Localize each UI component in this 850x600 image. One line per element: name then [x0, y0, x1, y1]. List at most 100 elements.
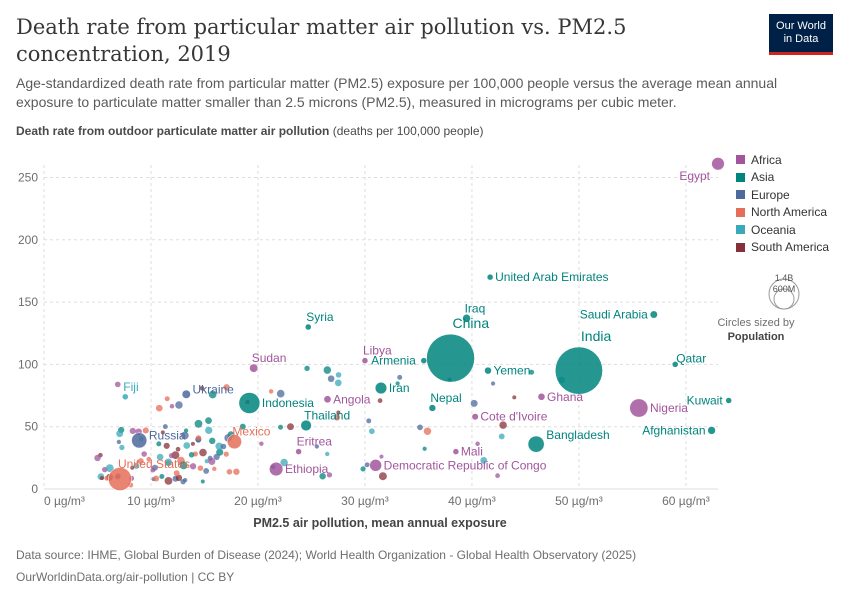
source-url[interactable]: OurWorldinData.org/air-pollution | CC BY — [16, 570, 235, 584]
scatter-point[interactable] — [238, 392, 261, 414]
scatter-point[interactable] — [197, 465, 204, 471]
scatter-point[interactable] — [462, 314, 471, 323]
scatter-point[interactable] — [179, 461, 188, 470]
scatter-point[interactable] — [527, 435, 545, 453]
scatter-point[interactable] — [374, 381, 388, 395]
scatter-point[interactable] — [452, 448, 460, 455]
scatter-point[interactable] — [555, 346, 603, 395]
scatter-point[interactable] — [180, 431, 189, 440]
scatter-point[interactable] — [156, 453, 164, 461]
scatter-point[interactable] — [268, 389, 274, 394]
scatter-point[interactable] — [305, 323, 312, 331]
scatter-point[interactable] — [537, 392, 546, 401]
scatter-point[interactable] — [295, 448, 302, 455]
scatter-point[interactable] — [420, 357, 428, 364]
scatter-point[interactable] — [428, 404, 437, 412]
scatter-point[interactable] — [156, 441, 162, 447]
legend-item[interactable]: Africa — [736, 151, 829, 169]
scatter-point[interactable] — [208, 437, 216, 445]
scatter-point[interactable] — [470, 399, 478, 407]
scatter-point[interactable] — [129, 427, 136, 435]
scatter-point[interactable] — [208, 390, 217, 399]
scatter-point[interactable] — [131, 432, 148, 449]
scatter-point[interactable] — [498, 433, 505, 440]
scatter-point[interactable] — [223, 451, 229, 457]
scatter-point[interactable] — [153, 475, 160, 482]
scatter-point[interactable] — [323, 366, 332, 374]
scatter-point[interactable] — [190, 441, 195, 446]
scatter-point[interactable] — [369, 428, 375, 435]
scatter-point[interactable] — [104, 475, 110, 481]
scatter-point[interactable] — [475, 441, 480, 447]
scatter-point[interactable] — [671, 361, 679, 368]
scatter-point[interactable] — [133, 462, 140, 469]
scatter-point[interactable] — [116, 439, 122, 445]
scatter-point[interactable] — [203, 468, 210, 474]
scatter-point[interactable] — [379, 454, 384, 459]
scatter-point[interactable] — [287, 423, 294, 431]
scatter-point[interactable] — [119, 444, 125, 451]
scatter-point[interactable] — [204, 459, 210, 464]
scatter-point[interactable] — [199, 448, 207, 457]
scatter-point[interactable] — [333, 414, 341, 421]
scatter-point[interactable] — [314, 444, 320, 449]
scatter-point[interactable] — [114, 381, 121, 388]
scatter-point[interactable] — [495, 473, 500, 479]
scatter-point[interactable] — [188, 452, 195, 458]
legend-item[interactable]: South America — [736, 239, 829, 257]
scatter-point[interactable] — [163, 442, 170, 449]
scatter-point[interactable] — [490, 381, 496, 386]
scatter-point[interactable] — [205, 417, 212, 424]
scatter-point[interactable] — [378, 472, 387, 481]
scatter-point[interactable] — [208, 458, 216, 466]
legend-item[interactable]: North America — [736, 204, 829, 222]
scatter-point[interactable] — [212, 466, 217, 472]
scatter-point[interactable] — [108, 467, 132, 491]
scatter-point[interactable] — [361, 357, 369, 364]
scatter-point[interactable] — [215, 442, 223, 450]
scatter-point[interactable] — [175, 401, 183, 409]
scatter-point[interactable] — [162, 424, 168, 430]
scatter-point[interactable] — [395, 381, 400, 386]
legend-item[interactable]: Asia — [736, 169, 829, 187]
scatter-point[interactable] — [259, 441, 264, 446]
scatter-point[interactable] — [175, 474, 183, 482]
scatter-point[interactable] — [137, 458, 144, 465]
scatter-point[interactable] — [269, 461, 284, 477]
scatter-point[interactable] — [426, 333, 475, 383]
scatter-point[interactable] — [141, 451, 147, 457]
scatter-point[interactable] — [417, 424, 423, 431]
scatter-point[interactable] — [278, 424, 284, 430]
scatter-point[interactable] — [397, 374, 403, 380]
scatter-point[interactable] — [99, 476, 104, 481]
scatter-point[interactable] — [323, 395, 332, 404]
scatter-point[interactable] — [116, 430, 124, 438]
scatter-point[interactable] — [360, 466, 366, 472]
scatter-point[interactable] — [528, 369, 535, 375]
scatter-point[interactable] — [220, 443, 227, 450]
legend-item[interactable]: Oceania — [736, 221, 829, 239]
scatter-point[interactable] — [205, 426, 213, 434]
scatter-point[interactable] — [725, 397, 732, 404]
scatter-point[interactable] — [173, 470, 180, 477]
scatter-point[interactable] — [168, 452, 175, 459]
scatter-point[interactable] — [711, 157, 725, 171]
scatter-point[interactable] — [300, 419, 312, 432]
scatter-point[interactable] — [199, 385, 205, 391]
scatter-point[interactable] — [164, 476, 173, 485]
scatter-point[interactable] — [280, 458, 288, 467]
scatter-point[interactable] — [327, 375, 335, 383]
scatter-point[interactable] — [336, 410, 341, 415]
scatter-point[interactable] — [181, 389, 191, 399]
scatter-point[interactable] — [200, 479, 205, 484]
scatter-point[interactable] — [130, 465, 135, 470]
scatter-point[interactable] — [216, 448, 224, 456]
scatter-point[interactable] — [169, 403, 175, 409]
scatter-point[interactable] — [499, 421, 507, 429]
scatter-point[interactable] — [422, 446, 427, 451]
scatter-point[interactable] — [122, 393, 129, 401]
scatter-point[interactable] — [182, 477, 188, 483]
scatter-point[interactable] — [213, 453, 220, 461]
scatter-point[interactable] — [377, 398, 383, 403]
scatter-point[interactable] — [146, 456, 152, 462]
